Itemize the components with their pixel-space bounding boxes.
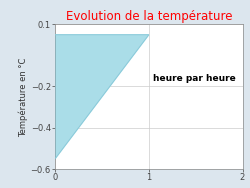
Text: heure par heure: heure par heure — [154, 74, 236, 83]
Title: Evolution de la température: Evolution de la température — [66, 10, 232, 23]
Polygon shape — [55, 35, 149, 159]
Y-axis label: Température en °C: Température en °C — [18, 57, 28, 136]
